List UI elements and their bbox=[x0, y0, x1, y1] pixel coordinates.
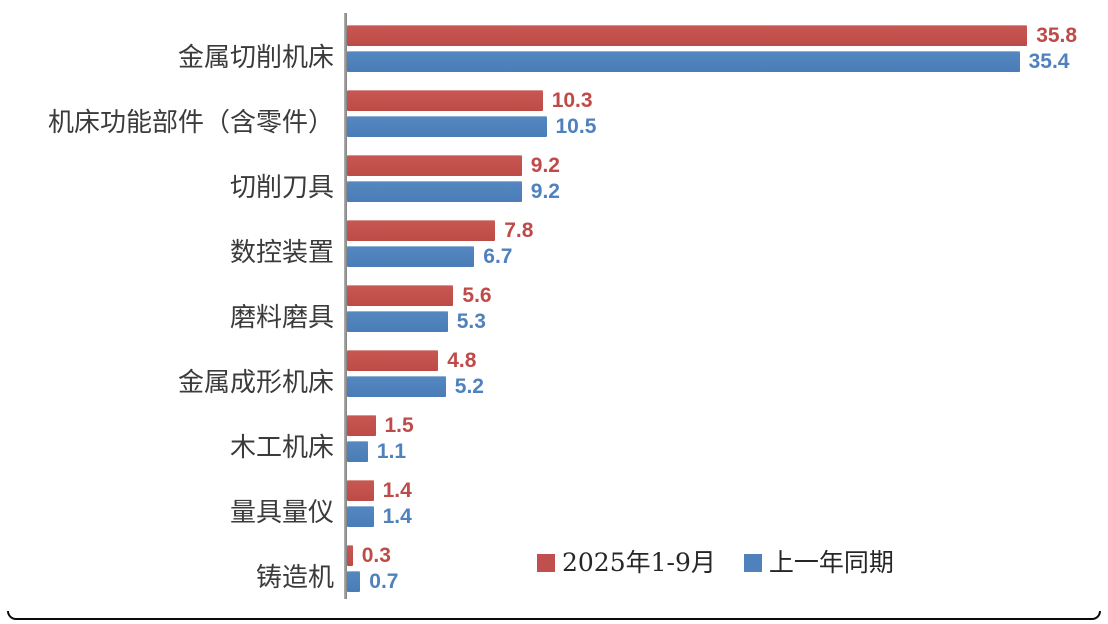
bar-prev-year bbox=[347, 571, 361, 592]
value-label-prev-year: 6.7 bbox=[483, 245, 513, 268]
value-label-2025: 7.8 bbox=[504, 219, 534, 242]
category-label: 数控装置 bbox=[229, 238, 334, 268]
value-label-2025: 1.5 bbox=[384, 414, 414, 437]
y-axis-line bbox=[344, 13, 347, 599]
value-label-prev-year: 5.2 bbox=[454, 375, 484, 398]
legend: 2025年1-9月 上一年同期 bbox=[537, 549, 894, 577]
bar-2025 bbox=[347, 350, 439, 371]
value-label-prev-year: 10.5 bbox=[555, 115, 597, 138]
legend-swatch-2025-icon bbox=[537, 554, 555, 572]
value-label-2025: 35.8 bbox=[1036, 24, 1078, 47]
value-label-2025: 10.3 bbox=[551, 89, 593, 112]
category-label: 量具量仪 bbox=[229, 498, 334, 528]
bar-2025 bbox=[347, 415, 376, 436]
bar-2025 bbox=[347, 220, 496, 241]
value-label-prev-year: 0.7 bbox=[369, 570, 399, 593]
bar-2025 bbox=[347, 545, 353, 566]
bar-2025 bbox=[347, 90, 543, 111]
bar-2025 bbox=[347, 155, 522, 176]
bar-prev-year bbox=[347, 506, 374, 527]
bar-2025 bbox=[347, 480, 374, 501]
category-label: 金属切削机床 bbox=[177, 43, 334, 73]
category-label: 铸造机 bbox=[255, 563, 334, 593]
bar-prev-year bbox=[347, 116, 547, 137]
bar-prev-year bbox=[347, 311, 448, 332]
legend-item-prev-year: 上一年同期 bbox=[743, 548, 894, 577]
category-label: 切削刀具 bbox=[229, 173, 334, 203]
value-label-2025: 0.3 bbox=[361, 544, 391, 567]
bar-prev-year bbox=[347, 181, 522, 202]
value-label-2025: 1.4 bbox=[382, 479, 412, 502]
value-label-prev-year: 35.4 bbox=[1028, 50, 1070, 73]
value-label-2025: 4.8 bbox=[447, 349, 477, 372]
value-label-2025: 9.2 bbox=[530, 154, 560, 177]
legend-label-prev-year: 上一年同期 bbox=[768, 548, 894, 577]
bar-prev-year bbox=[347, 51, 1020, 72]
value-label-2025: 5.6 bbox=[462, 284, 492, 307]
bar-prev-year bbox=[347, 441, 368, 462]
value-label-prev-year: 9.2 bbox=[530, 180, 560, 203]
category-label: 金属成形机床 bbox=[177, 368, 334, 398]
bar-2025 bbox=[347, 285, 454, 306]
value-label-prev-year: 5.3 bbox=[456, 310, 486, 333]
bottom-border bbox=[7, 611, 1101, 620]
category-label: 木工机床 bbox=[229, 433, 334, 463]
bar-prev-year bbox=[347, 246, 475, 267]
value-label-prev-year: 1.1 bbox=[376, 440, 407, 463]
bar-2025 bbox=[347, 25, 1028, 46]
legend-item-2025: 2025年1-9月 bbox=[537, 549, 716, 577]
legend-swatch-prev-year-icon bbox=[743, 554, 762, 572]
category-label: 磨料磨具 bbox=[229, 303, 334, 333]
category-label: 机床功能部件（含零件） bbox=[47, 108, 334, 138]
legend-label-2025: 2025年1-9月 bbox=[562, 548, 716, 577]
value-label-prev-year: 1.4 bbox=[382, 505, 412, 528]
bar-prev-year bbox=[347, 376, 446, 397]
